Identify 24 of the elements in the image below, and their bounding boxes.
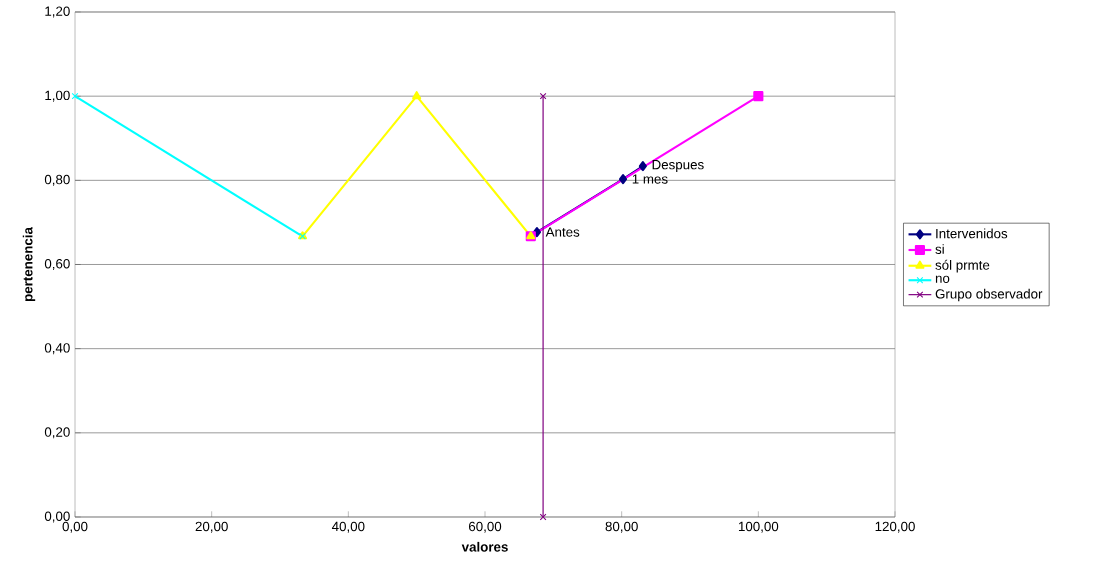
y-tick-label: 0,60 [44, 258, 70, 271]
annotation: Antes [545, 227, 580, 237]
y-tick-label: 1,20 [45, 6, 70, 18]
y-tick-label: 0,80 [44, 174, 70, 186]
x-tick-label: 0,00 [62, 521, 88, 533]
x-tick-label: 100,00 [738, 521, 779, 533]
y-tick-label: 1,00 [45, 90, 70, 102]
x-axis-title: valores [461, 541, 508, 552]
y-tick-label: 0,00 [44, 511, 70, 523]
x-tick-label: 40,00 [331, 521, 365, 533]
legend-label: Intervenidos [936, 228, 1008, 239]
legend-label: Grupo observador [935, 288, 1043, 302]
legend-label: si [935, 244, 944, 254]
annotation: Despues [652, 160, 704, 172]
annotation: 1 mes [632, 174, 668, 184]
legend-label: sól prmte [935, 259, 990, 273]
y-tick-label: 0,40 [44, 343, 70, 355]
x-tick-label: 20,00 [195, 521, 228, 533]
x-tick-label: 80,00 [605, 521, 638, 533]
y-tick-label: 0,20 [44, 427, 70, 439]
legend-label: no [935, 275, 950, 283]
x-tick-label: 120,00 [875, 521, 915, 533]
y-axis-title: pertenencia [22, 226, 36, 302]
x-tick-label: 60,00 [468, 521, 502, 533]
